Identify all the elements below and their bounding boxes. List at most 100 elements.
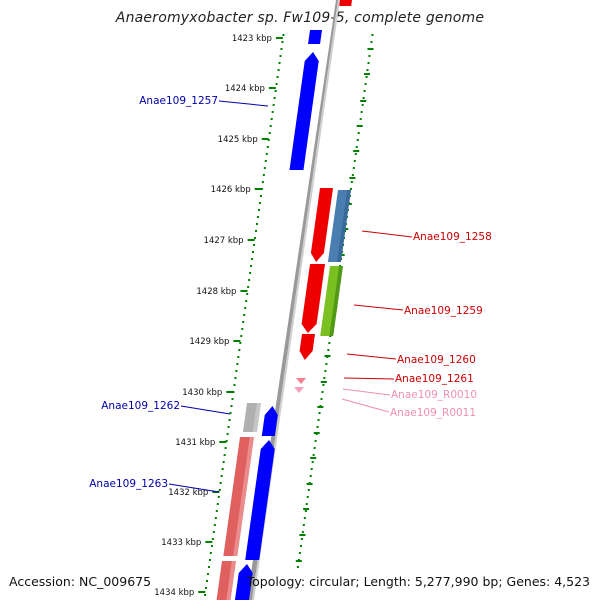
ruler-tick-label: 1428 kbp <box>196 287 236 297</box>
dot <box>214 517 217 519</box>
dot <box>300 538 303 540</box>
tick-dash <box>353 150 360 152</box>
dot <box>325 363 328 365</box>
dot <box>247 286 250 288</box>
dot <box>353 160 356 162</box>
dot <box>236 363 239 365</box>
dot <box>265 153 268 155</box>
tick-dash <box>367 48 374 50</box>
gene-labels: Anae109_1257 Anae109_1258 Anae109_1259 Anae… <box>89 95 492 493</box>
tick-dash <box>299 534 306 536</box>
ruler-tick <box>254 188 262 190</box>
dot <box>298 552 301 554</box>
leader-line-Anae109_1262 <box>180 405 231 415</box>
dot <box>279 55 282 57</box>
dot <box>246 293 249 295</box>
gene-label-Anae109_1261[interactable]: Anae109_1261 <box>395 373 474 385</box>
dot <box>258 202 261 204</box>
tick-dash <box>356 125 363 127</box>
dot <box>234 377 237 379</box>
gene-Anae109_1258-left <box>310 188 333 262</box>
gene-label-Anae109_R0010[interactable]: Anae109_R0010 <box>391 389 477 401</box>
dot <box>275 83 278 85</box>
dot <box>241 328 244 330</box>
dot <box>235 370 238 372</box>
dot <box>312 454 315 456</box>
dot <box>211 538 214 540</box>
tick-dash <box>360 100 367 102</box>
tick-dash <box>320 381 327 383</box>
leader-line-Anae109_1257 <box>218 100 269 107</box>
ruler-tick <box>205 541 213 543</box>
dot <box>219 482 222 484</box>
dot <box>328 342 331 344</box>
dot <box>221 468 224 470</box>
dot <box>207 566 210 568</box>
dot <box>242 321 245 323</box>
gene-Anae109_1258-shade <box>337 190 351 262</box>
ruler-tick <box>247 239 255 241</box>
ruler-tick <box>268 87 276 89</box>
dot <box>269 125 272 127</box>
gene-Anae109_R0010 <box>296 378 306 384</box>
ruler-tick-label: 1423 kbp <box>232 34 272 44</box>
dot <box>216 503 219 505</box>
gene-label-Anae109_1258[interactable]: Anae109_1258 <box>413 231 492 243</box>
ruler-tick <box>212 491 220 493</box>
dot <box>240 335 243 337</box>
tick-dash <box>324 355 331 357</box>
dot <box>264 160 267 162</box>
dot <box>365 76 368 78</box>
gene-label-Anae109_1260[interactable]: Anae109_1260 <box>397 354 476 366</box>
dot <box>272 104 275 106</box>
map-title: Anaeromyxobacter sp. Fw109-5, complete g… <box>115 10 485 26</box>
dot <box>299 545 302 547</box>
ruler-tick-label: 1424 kbp <box>225 84 265 94</box>
dot <box>255 223 258 225</box>
dot <box>239 342 242 344</box>
leader-line-Anae109_1259 <box>353 304 404 311</box>
dot <box>260 188 263 190</box>
dot <box>206 573 209 575</box>
gene-label-Anae109_1263[interactable]: Anae109_1263 <box>89 478 168 490</box>
dot <box>243 314 246 316</box>
ruler-tick <box>198 591 206 593</box>
gene-features <box>216 0 352 600</box>
ruler-dotted-line-left <box>204 34 285 596</box>
dot <box>271 111 274 113</box>
ruler-tick-label: 1426 kbp <box>211 185 251 195</box>
dot <box>224 447 227 449</box>
gene-Anae109_R0011 <box>294 387 304 393</box>
dot <box>209 552 212 554</box>
ruler-tick-label: 1432 kbp <box>168 488 208 498</box>
dot <box>226 433 229 435</box>
dot <box>256 216 259 218</box>
gene-Anae109_1260 <box>299 334 315 360</box>
gene-upstream-red <box>339 0 352 6</box>
dot <box>217 496 220 498</box>
ruler-tick-label: 1425 kbp <box>218 135 258 145</box>
ruler-tick-label: 1431 kbp <box>175 438 215 448</box>
ruler-tick <box>226 391 234 393</box>
dot <box>313 447 316 449</box>
gene-label-Anae109_1257[interactable]: Anae109_1257 <box>139 95 218 107</box>
dot <box>318 412 321 414</box>
gene-label-Anae109_R0011[interactable]: Anae109_R0011 <box>390 407 476 419</box>
gene-label-Anae109_1262[interactable]: Anae109_1262 <box>101 400 180 412</box>
tick-dash <box>317 406 324 408</box>
dot <box>261 181 264 183</box>
tick-dash <box>313 432 320 434</box>
dot <box>225 440 228 442</box>
dot <box>263 167 266 169</box>
dot <box>251 258 254 260</box>
gene-label-Anae109_1259[interactable]: Anae109_1259 <box>404 305 483 317</box>
dot <box>253 244 256 246</box>
leader-line-Anae109_1263 <box>168 483 220 493</box>
dot <box>306 496 309 498</box>
ruler-tick <box>275 37 283 39</box>
dot <box>259 195 262 197</box>
dot <box>349 188 352 190</box>
dot <box>311 461 314 463</box>
dot <box>232 391 235 393</box>
